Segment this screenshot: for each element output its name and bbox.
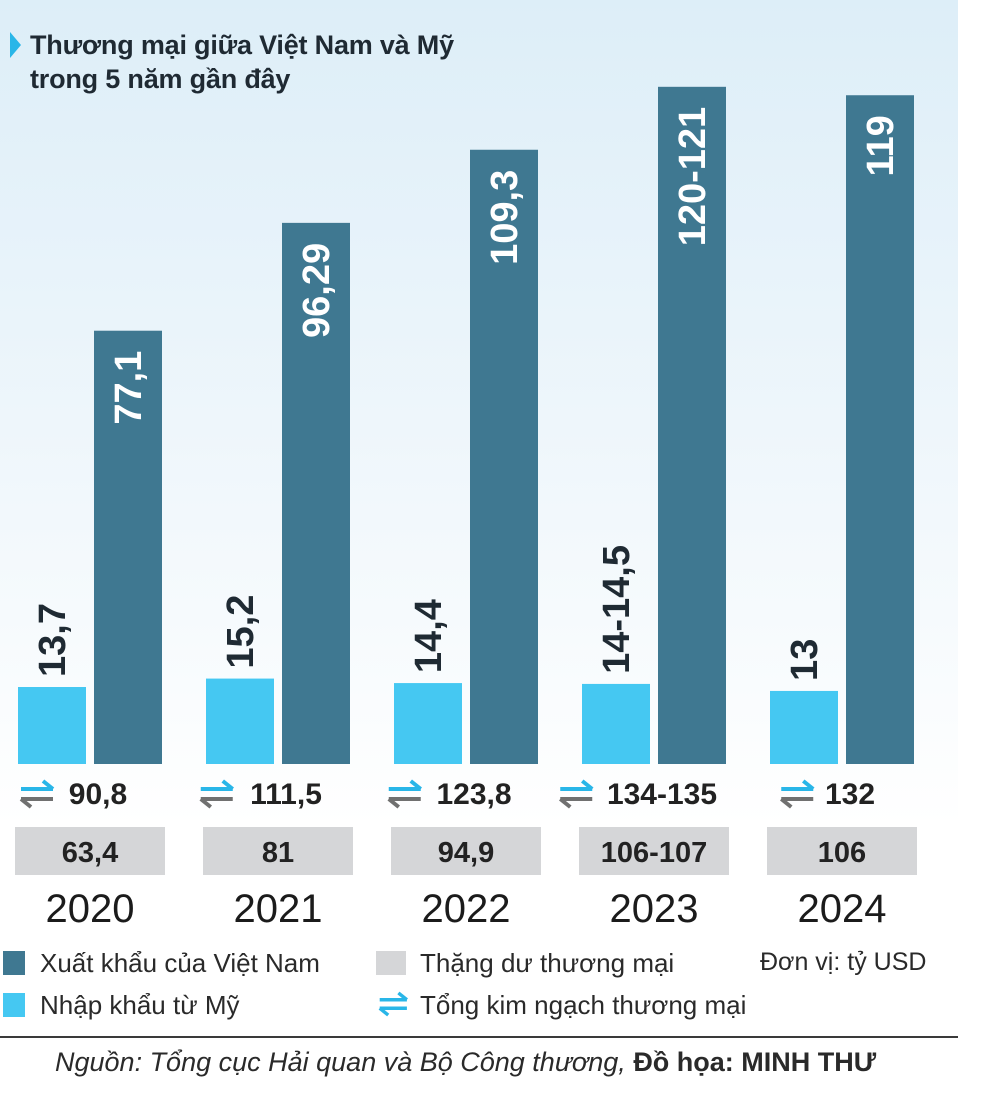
import-value-label-2024: 13	[784, 639, 826, 681]
export-bar-2020	[94, 330, 162, 764]
bar-chart: 13,7 77,1 90,8 63,4 2020 15,2 96,29 111,5 81 2021…	[15, 86, 917, 931]
unit-note: Đơn vị: tỷ USD	[760, 948, 927, 976]
triangle-marker-icon	[10, 32, 21, 58]
legend-swatch-import	[3, 993, 25, 1017]
legend-label-import: Nhập khẩu từ Mỹ	[40, 990, 240, 1020]
export-value-label-2021: 96,29	[296, 243, 338, 338]
swap-arrows-icon	[386, 779, 423, 809]
export-bar-2023	[658, 86, 726, 764]
legend-label-surplus: Thặng dư thương mại	[420, 948, 675, 978]
source-line: Nguồn: Tổng cục Hải quan và Bộ Công thươ…	[55, 1047, 876, 1078]
surplus-box-2022	[391, 827, 541, 875]
surplus-box-2020	[15, 827, 165, 875]
export-value-label-2020: 77,1	[108, 351, 150, 425]
export-value-label-2022: 109,3	[484, 170, 526, 265]
export-bar-2021	[282, 222, 350, 765]
swap-arrows-icon	[779, 779, 816, 809]
year-tick-label-2021: 2021	[234, 887, 323, 931]
surplus-box-2024	[767, 827, 917, 875]
year-tick-label-2022: 2022	[422, 887, 511, 931]
total-value-label-2022: 123,8	[436, 778, 511, 811]
export-value-label-2024: 119	[860, 115, 902, 176]
surplus-value-label-2020: 63,4	[62, 837, 118, 869]
swap-arrows-icon	[198, 779, 235, 809]
import-value-label-2023: 14-14,5	[596, 545, 638, 674]
import-value-label-2022: 14,4	[408, 599, 450, 673]
source-text: Nguồn: Tổng cục Hải quan và Bộ Công thươ…	[55, 1047, 626, 1077]
swap-arrows-icon	[19, 779, 55, 809]
export-bar-2022	[470, 149, 538, 764]
surplus-value-label-2024: 106	[818, 837, 866, 869]
total-value-label-2021: 111,5	[250, 778, 322, 811]
import-value-label-2020: 13,7	[32, 603, 74, 677]
chart-title-line1: Thương mại giữa Việt Nam và Mỹ	[30, 30, 454, 60]
export-value-label-2023: 120-121	[672, 107, 714, 246]
surplus-box-2023	[579, 827, 729, 875]
year-tick-label-2024: 2024	[798, 887, 887, 931]
legend-swatch-export	[3, 951, 25, 975]
legend-label-total: Tổng kim ngạch thương mại	[420, 990, 747, 1020]
import-bar-2024	[770, 690, 838, 764]
year-tick-label-2023: 2023	[610, 887, 699, 931]
legend-swatch-surplus	[376, 951, 406, 975]
chart-title-line2: trong 5 năm gần đây	[30, 64, 291, 94]
swap-arrows-icon	[378, 991, 408, 1017]
credit-text: Đồ họa: MINH THƯ	[633, 1047, 877, 1077]
surplus-value-label-2022: 94,9	[438, 837, 494, 869]
surplus-value-label-2021: 81	[262, 837, 294, 869]
import-bar-2022	[394, 683, 462, 764]
total-value-label-2023: 134-135	[607, 778, 717, 811]
total-value-label-2024: 132	[825, 778, 875, 811]
total-value-label-2020: 90,8	[69, 778, 127, 811]
swap-arrows-icon	[558, 779, 595, 809]
import-value-label-2021: 15,2	[220, 595, 262, 669]
import-bar-2021	[206, 678, 274, 764]
export-bar-2024	[846, 95, 914, 764]
year-tick-label-2020: 2020	[46, 887, 135, 931]
surplus-box-2021	[203, 827, 353, 875]
legend-label-export: Xuất khẩu của Việt Nam	[40, 948, 320, 978]
surplus-value-label-2023: 106-107	[601, 837, 707, 869]
import-bar-2023	[582, 683, 650, 764]
import-bar-2020	[18, 687, 86, 764]
divider	[0, 1036, 958, 1038]
